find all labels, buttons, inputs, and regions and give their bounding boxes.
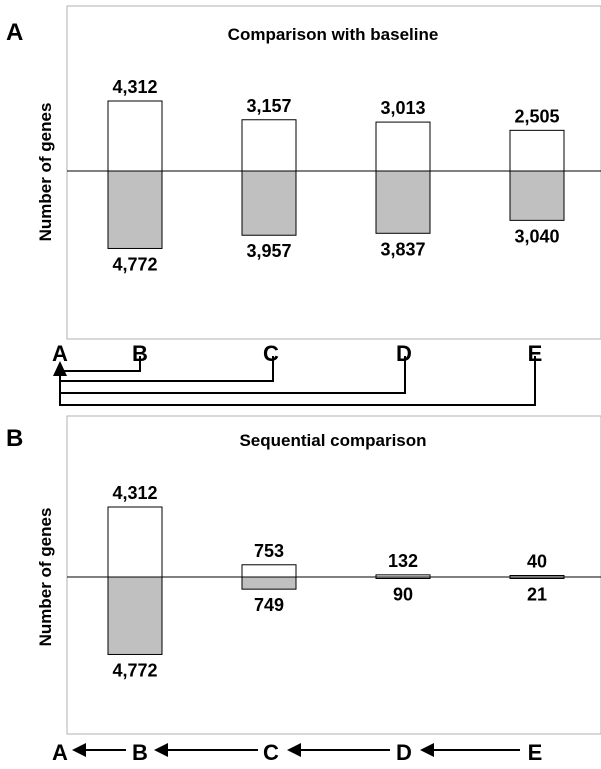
bar-up-3	[509, 129, 565, 172]
panel-a-bars: 4,312 4,772 3,157 3,957 3,013 3,837 2,505 3,040	[107, 77, 565, 274]
arrow-b-to-a-head	[72, 743, 86, 757]
group-letter-b: B	[132, 740, 148, 765]
panel-b-ylabel: Number of genes	[36, 508, 55, 647]
connector-c	[60, 356, 274, 382]
group-letter-d: D	[396, 740, 412, 765]
value-label-up-2: 132	[388, 551, 418, 571]
group-letter-c: C	[263, 341, 279, 366]
bar-up-0	[107, 506, 163, 578]
bar-up-2	[375, 121, 431, 172]
value-label-up-3: 2,505	[514, 106, 559, 126]
panel-a-frame	[66, 5, 601, 340]
panel-b-group-letters: A B C D E	[52, 740, 542, 765]
bar-up-1	[241, 119, 297, 172]
panel-a-ylabel: Number of genes	[36, 103, 55, 242]
connector-b	[60, 356, 141, 372]
value-label-up-0: 4,312	[112, 483, 157, 503]
panel-b-title: Sequential comparison	[239, 431, 426, 450]
value-label-down-2: 90	[393, 585, 413, 605]
group-letter-b: B	[132, 341, 148, 366]
bar-down-0	[107, 170, 163, 249]
bar-down-2	[375, 170, 431, 234]
value-label-down-0: 4,772	[112, 254, 157, 274]
panel-b-bars: 4,312 4,772 753 749 132 90 40 21	[107, 483, 565, 680]
value-label-down-2: 3,837	[380, 239, 425, 259]
value-label-down-1: 749	[254, 595, 284, 615]
value-label-up-1: 3,157	[246, 96, 291, 116]
value-label-up-0: 4,312	[112, 77, 157, 97]
group-letter-e: E	[528, 740, 543, 765]
value-label-up-3: 40	[527, 552, 547, 572]
bar-up-0	[107, 100, 163, 172]
arrow-c-to-b-head	[154, 743, 168, 757]
connector-e	[60, 356, 536, 406]
arrow-d-to-c-head	[287, 743, 301, 757]
bar-down-1	[241, 170, 297, 236]
group-letter-a: A	[52, 341, 68, 366]
panel-a-group-letters: A B C D E	[52, 341, 542, 366]
value-label-up-2: 3,013	[380, 98, 425, 118]
group-letter-c: C	[263, 740, 279, 765]
value-label-down-3: 3,040	[514, 226, 559, 246]
value-label-down-1: 3,957	[246, 241, 291, 261]
connector-d	[60, 356, 406, 394]
bar-down-0	[107, 576, 163, 655]
baseline-arrowhead	[53, 361, 67, 376]
panel-b-frame	[66, 415, 601, 735]
panel-a-title: Comparison with baseline	[228, 25, 439, 44]
bar-down-2	[375, 576, 431, 579]
value-label-down-3: 21	[527, 585, 547, 605]
value-label-down-0: 4,772	[112, 660, 157, 680]
group-letter-a: A	[52, 740, 68, 765]
panel-a-connectors	[53, 356, 536, 406]
panel-b-sequential-arrows	[72, 743, 520, 757]
group-letter-d: D	[396, 341, 412, 366]
bar-down-3	[509, 170, 565, 221]
panel-b-label: B	[6, 425, 23, 452]
panel-a-label: A	[6, 19, 23, 46]
bar-down-1	[241, 576, 297, 590]
group-letter-e: E	[528, 341, 543, 366]
arrow-e-to-d-head	[420, 743, 434, 757]
bar-up-1	[241, 564, 297, 578]
value-label-up-1: 753	[254, 541, 284, 561]
bar-down-3	[509, 576, 565, 579]
